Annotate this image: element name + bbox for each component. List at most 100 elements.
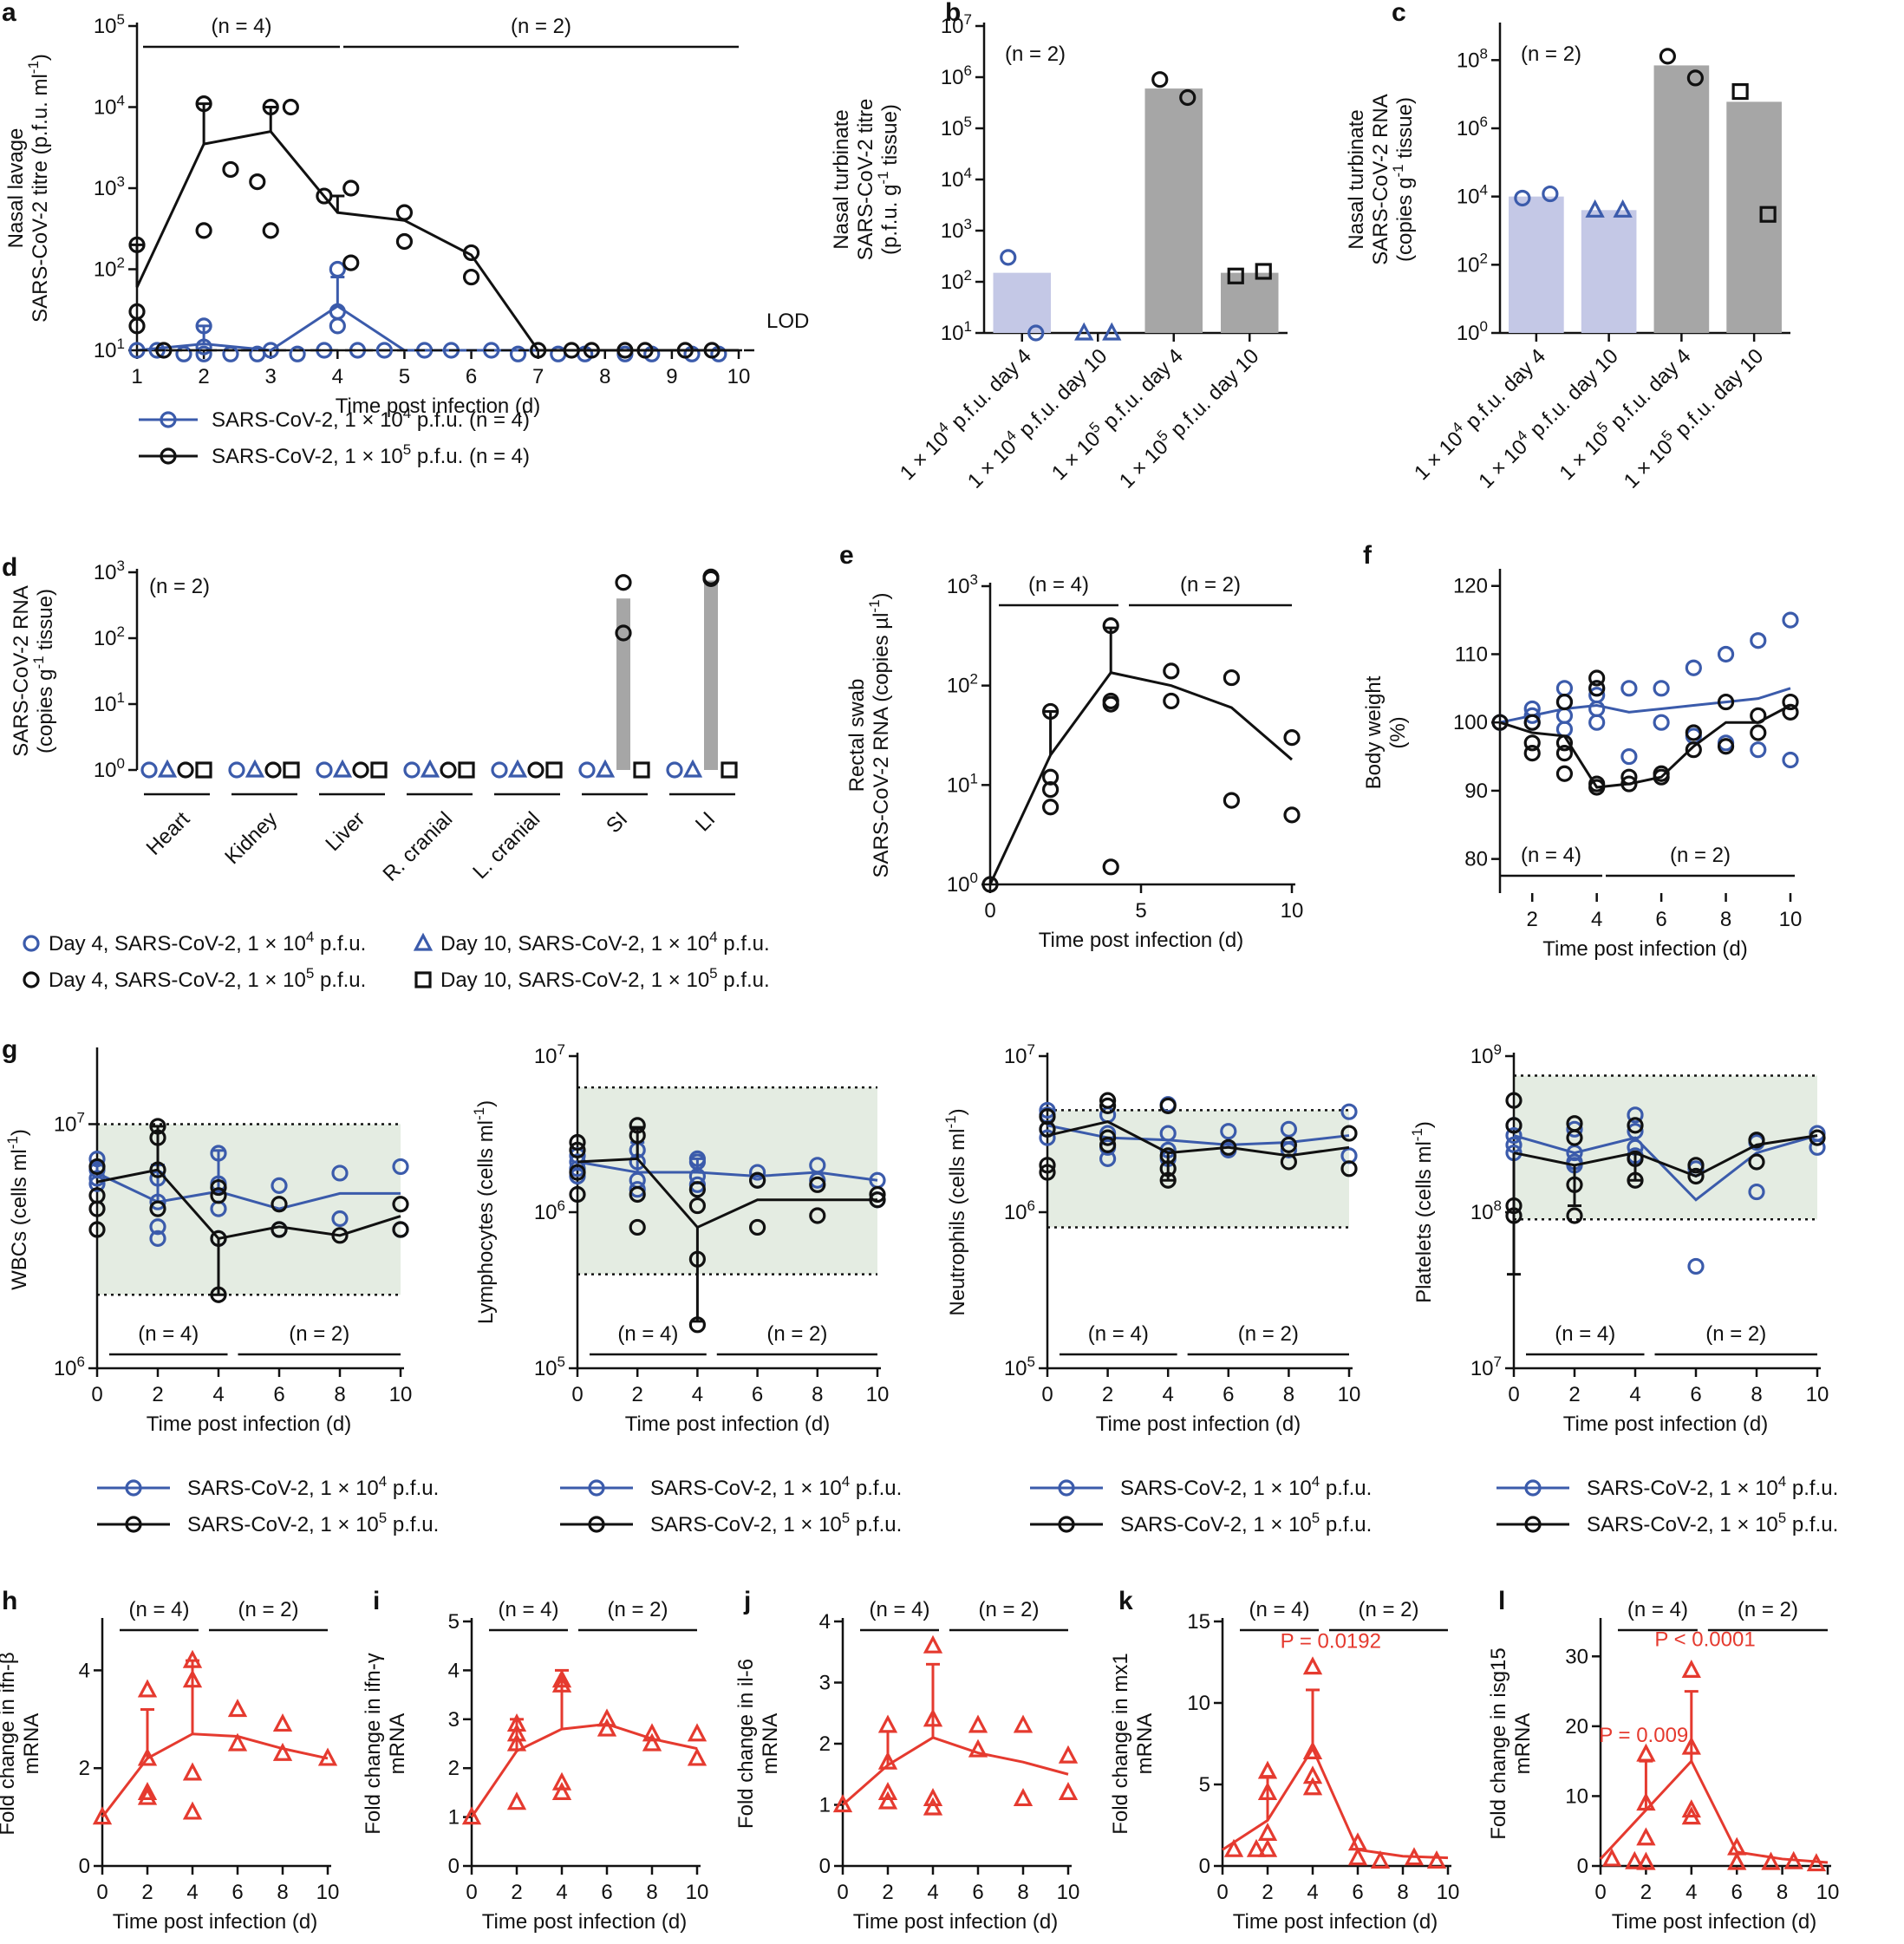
b-tick-label: 103	[941, 216, 972, 243]
g2-data-point	[748, 1171, 766, 1189]
g4-xtick-label: 10	[1806, 1383, 1829, 1406]
a-data-point	[375, 342, 393, 359]
g4-data-point	[1566, 1129, 1583, 1146]
panel-label-d: d	[2, 553, 17, 582]
panel-label-j: j	[743, 1587, 751, 1615]
g3-series-line	[1047, 1124, 1350, 1146]
j-xtick-label: 0	[837, 1881, 848, 1904]
a-ylabel: SARS-CoV-2 titre (p.f.u. ml-1)	[25, 54, 52, 323]
d-category-label: Kidney	[220, 807, 282, 869]
g2-n-label: (n = 4)	[617, 1322, 678, 1346]
k-data-point	[1246, 1838, 1267, 1857]
g2-data-point	[869, 1191, 886, 1209]
g2-xtick-label: 4	[692, 1383, 703, 1406]
g3-xlabel: Time post infection (d)	[1096, 1412, 1301, 1436]
g2-ylabel: Lymphocytes (cells ml-1)	[471, 1100, 498, 1324]
g1-xtick-label: 10	[389, 1383, 413, 1406]
g2-series-1	[569, 1117, 886, 1334]
i-tick-label: 0	[448, 1855, 460, 1878]
e-data-point	[1163, 662, 1180, 680]
c-tick-label: 106	[1457, 114, 1488, 140]
e-data-point	[1283, 729, 1301, 747]
g4-data-point	[1809, 1138, 1826, 1156]
a-data-point	[195, 345, 212, 362]
legend-a-text: SARS-CoV-2, 1 × 104 p.f.u. (n = 4)	[212, 405, 530, 432]
j-tick-label: 2	[819, 1732, 831, 1756]
l-tick-label: 0	[1577, 1855, 1588, 1878]
h-data-point	[137, 1786, 158, 1805]
g3-data-point	[1340, 1160, 1358, 1177]
g4-xtick-label: 8	[1751, 1383, 1762, 1406]
k-data-point	[1302, 1656, 1323, 1675]
f-data-point	[1717, 645, 1735, 663]
a-xtick-label: 7	[532, 365, 544, 388]
panel-d: 100 101 102 103 SARS-CoV-2 RNA (copies g-1 ti…	[10, 558, 738, 886]
i-data-point	[642, 1732, 662, 1752]
k-data-point	[1257, 1781, 1278, 1800]
l-p-value-day2: P = 0.009	[1599, 1724, 1688, 1747]
panel-l: 0 10 20 30 0 2 4 6 8 10 Time post infection (d) Fol…	[1487, 1598, 1839, 1934]
j-xtick-label: 8	[1017, 1881, 1028, 1904]
g1-data-point	[392, 1221, 409, 1238]
g4-data-point	[1748, 1183, 1765, 1201]
k-xtick-label: 6	[1352, 1881, 1363, 1904]
d-data-point	[682, 759, 703, 778]
c-data-point	[1542, 185, 1559, 203]
b-category-label: 1 × 104 p.f.u. day 10	[961, 342, 1112, 493]
d-category-label: Heart	[142, 807, 195, 860]
b-data-point	[1151, 71, 1169, 88]
h-xtick-label: 0	[96, 1881, 108, 1904]
a-tick-label: 104	[94, 93, 125, 120]
h-ylabel: Fold change in ifn-β	[0, 1652, 19, 1835]
f-data-point	[1653, 680, 1670, 697]
g2-data-point	[748, 1164, 766, 1181]
legend-d-text: Day 10, SARS-CoV-2, 1 × 104 p.f.u.	[440, 929, 770, 956]
c-data-point	[1613, 199, 1633, 218]
g1-ylabel: WBCs (cells ml-1)	[4, 1129, 31, 1290]
b-n-label: (n = 2)	[1005, 42, 1066, 66]
d-data-point	[352, 761, 369, 779]
f-series-1	[1491, 669, 1799, 796]
g2-data-point	[809, 1207, 826, 1224]
g1-series-1	[88, 1118, 409, 1303]
e-n-label: (n = 2)	[1180, 573, 1241, 597]
l-series-0	[1599, 1659, 1829, 1872]
g1-series-line	[96, 1168, 401, 1241]
k-data-point	[1257, 1760, 1278, 1779]
i-data-point	[642, 1723, 662, 1742]
legend-d-marker	[23, 935, 40, 952]
legend-g1-marker	[125, 1479, 142, 1497]
d-data-point	[283, 761, 300, 779]
g4-tick-label: 107	[1470, 1354, 1502, 1380]
panel-label-b: b	[945, 0, 961, 27]
legend-g2-marker	[588, 1516, 605, 1533]
f-data-point	[1588, 680, 1606, 697]
a-tick-label: 103	[94, 173, 125, 200]
i-xtick-label: 0	[466, 1881, 477, 1904]
e-xtick-label: 5	[1135, 899, 1146, 923]
f-data-point	[1717, 738, 1735, 755]
g3-series-line	[1047, 1120, 1350, 1158]
c-tick-label: 102	[1457, 250, 1488, 277]
g1-xtick-label: 6	[273, 1383, 284, 1406]
e-series-0	[981, 617, 1301, 893]
g1-data-point	[331, 1227, 349, 1244]
d-data-point	[633, 761, 650, 779]
b-tick-label: 104	[941, 165, 972, 192]
legend-g4-text: SARS-CoV-2, 1 × 104 p.f.u.	[1587, 1473, 1838, 1500]
g1-data-point	[210, 1145, 227, 1162]
a-data-point	[262, 98, 279, 116]
l-data-point	[1636, 1851, 1656, 1870]
g4-xtick-label: 0	[1508, 1383, 1519, 1406]
g4-data-point	[1566, 1176, 1583, 1193]
panel-label-i: i	[373, 1587, 380, 1615]
panel-a: 101 102 103 104 105 1 2 3 4 5 6 7 8 9 10 Time post infe…	[4, 11, 809, 418]
f-data-point	[1620, 775, 1638, 793]
c-tick-label: 108	[1457, 45, 1488, 72]
g2-data-point	[629, 1218, 646, 1236]
i-data-point	[506, 1713, 527, 1732]
j-data-point	[923, 1797, 943, 1816]
i-data-point	[551, 1771, 572, 1791]
d-n-label: (n = 2)	[149, 575, 210, 598]
